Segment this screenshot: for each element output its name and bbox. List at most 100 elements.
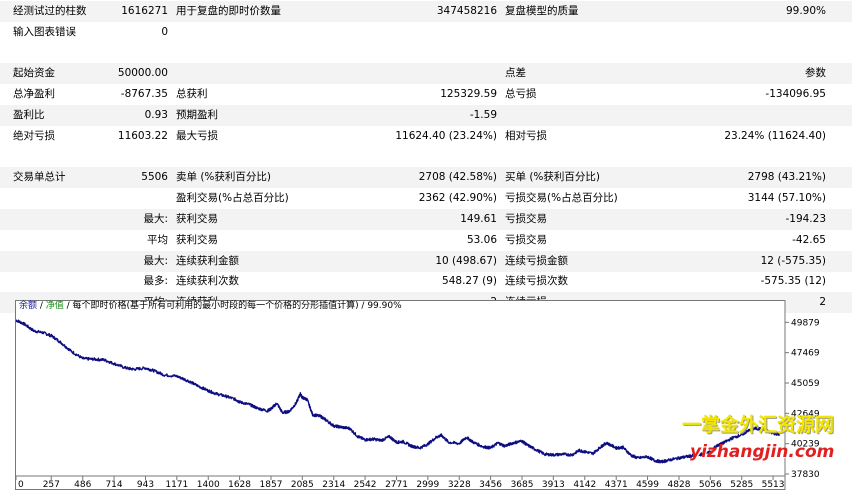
x-tick-label: 3456 [479,480,502,490]
report-label-col2: 盈利交易(%占总百分比) [176,192,289,205]
report-value-col3: -575.35 (12) [760,275,826,288]
y-tick-label: 37830 [791,470,820,480]
report-label-col2: 卖单 (%获利百分比) [176,171,272,184]
x-tick-label: 1400 [197,480,220,490]
x-tick-label: 3913 [542,480,565,490]
y-tick-label: 47469 [791,349,820,359]
chart-legend-sep: / [37,301,46,311]
report-value-col1: 最大: [143,213,168,225]
x-tick-label: 4599 [636,480,659,490]
report-label-col3: 买单 (%获利百分比) [505,171,601,184]
row-stripe [0,63,852,85]
report-label-col1: 经测试过的柱数 [13,5,87,17]
balance-series-line [15,319,780,464]
chart-frame [15,300,786,490]
report-label-col1: 绝对亏损 [13,129,55,142]
chart-legend-balance: 余额 [19,301,38,311]
x-tick-label: 2085 [291,480,314,490]
report-value-col2: -1.59 [469,109,497,121]
report-label-col1: 盈利比 [13,109,45,121]
report-label-col3: 连续亏损金额 [505,254,568,267]
x-tick-label: 943 [137,480,154,490]
report-value-col1: 最多: [143,275,168,288]
chart-legend-description: / 每个即时价格(基于所有可利用的最小时段的每一个价格的分形插值计算) / 99… [63,301,402,311]
y-tick-label: 40239 [791,440,820,450]
report-value-col2: 2362 (42.90%) [418,192,497,205]
report-label-col1: 输入图表错误 [13,25,76,38]
report-label-col2: 预期盈利 [176,109,218,121]
x-tick-label: 4371 [605,480,628,490]
row-stripe [0,250,852,272]
report-value-col2: 11624.40 (23.24%) [395,129,497,142]
report-label-col3: 复盘模型的质量 [505,5,579,17]
report-value-col2: 2708 (42.58%) [418,171,497,184]
report-value-col3: -42.65 [792,233,826,246]
watermark-site-name: 一掌金外汇资源网 [682,414,835,436]
chart-legend-equity: 净值 [45,301,64,311]
x-tick-label: 1171 [165,480,188,490]
row-stripe [0,167,852,189]
report-value-col2: 10 (498.67) [435,254,497,267]
x-tick-label: 2999 [416,480,439,490]
equity-chart: 49879 47469 45059 42649 40239 37830 0 257 486 714… [15,300,842,490]
report-value-col2: 548.27 (9) [442,275,497,288]
report-value-col3: 23.24% (11624.40) [724,129,826,142]
report-value-col3: -134096.95 [765,88,826,101]
row-stripe [0,105,852,126]
report-value-col1: 50000.00 [117,67,168,80]
report-value-col2: 125329.59 [440,88,497,101]
report-value-col1: 最大: [143,254,168,267]
row-stripe [0,1,852,22]
report-label-col3: 点差 [505,67,526,80]
report-value-col2: 149.61 [460,213,497,225]
x-tick-label: 486 [74,480,91,490]
row-stripe [0,209,852,230]
x-tick-label: 1857 [260,480,283,490]
report-label-col2: 连续获利次数 [176,275,239,288]
report-label-col1: 交易单总计 [13,171,66,184]
report-label-col3: 连续亏损次数 [505,275,568,288]
x-tick-label: 0 [18,480,24,490]
x-tick-label: 257 [43,480,60,490]
report-label-col2: 获利交易 [176,233,218,246]
report-value-col1: 0.93 [144,109,168,121]
report-value-col3: 3144 (57.10%) [747,192,826,205]
x-tick-label: 3685 [511,480,534,490]
report-label-col2: 最大亏损 [176,129,218,142]
x-tick-label: 3228 [448,480,471,490]
report-value-col2: 347458216 [436,5,497,17]
report-value-col1: 平均 [147,233,168,246]
report-label-col3: 亏损交易 [505,233,547,246]
report-label-col3: 相对亏损 [505,129,547,142]
report-value-col3: 12 (-575.35) [760,254,826,267]
report-value-col2: 53.06 [466,233,497,246]
report-value-col1: 5506 [141,171,168,184]
report-label-col2: 获利交易 [176,213,218,225]
report-label-col2: 连续获利金额 [176,254,239,267]
report-value-col3: -194.23 [785,213,826,225]
y-tick-label: 42649 [791,409,820,419]
chart-header: 余额 / 净值 / 每个即时价格(基于所有可利用的最小时段的每一个价格的分形插值… [19,301,402,312]
report-label-col3: 亏损交易 [505,213,547,225]
x-tick-label: 5056 [699,480,722,490]
report-value-col1: -8767.35 [120,88,168,101]
report-value-col3: 2 [819,296,826,309]
report-value-col1: 1616271 [121,5,168,17]
watermark-url: yizhangjin.com [690,442,835,462]
report-value-col1: 0 [161,25,168,38]
chart-svg: 49879 47469 45059 42649 40239 37830 0 257 486 714… [15,300,820,490]
x-tick-label: 2542 [354,480,377,490]
x-tick-label: 1628 [228,480,251,490]
y-tick-label: 49879 [791,318,820,328]
x-tick-label: 5513 [762,480,785,490]
x-tick-label: 714 [105,480,122,490]
x-tick-label: 5285 [730,480,753,490]
report-label-col2: 用于复盘的即时价数量 [176,5,281,17]
report-value-col3: 2798 (43.21%) [747,171,826,184]
report-label-col3: 亏损交易(%占总百分比) [505,192,618,205]
report-value-col3: 参数 [805,67,826,80]
report-value-col3: 99.90% [785,5,826,17]
report-label-col1: 总净盈利 [13,88,55,101]
report-label-col1: 起始资金 [13,67,55,80]
x-tick-label: 2771 [385,480,408,490]
